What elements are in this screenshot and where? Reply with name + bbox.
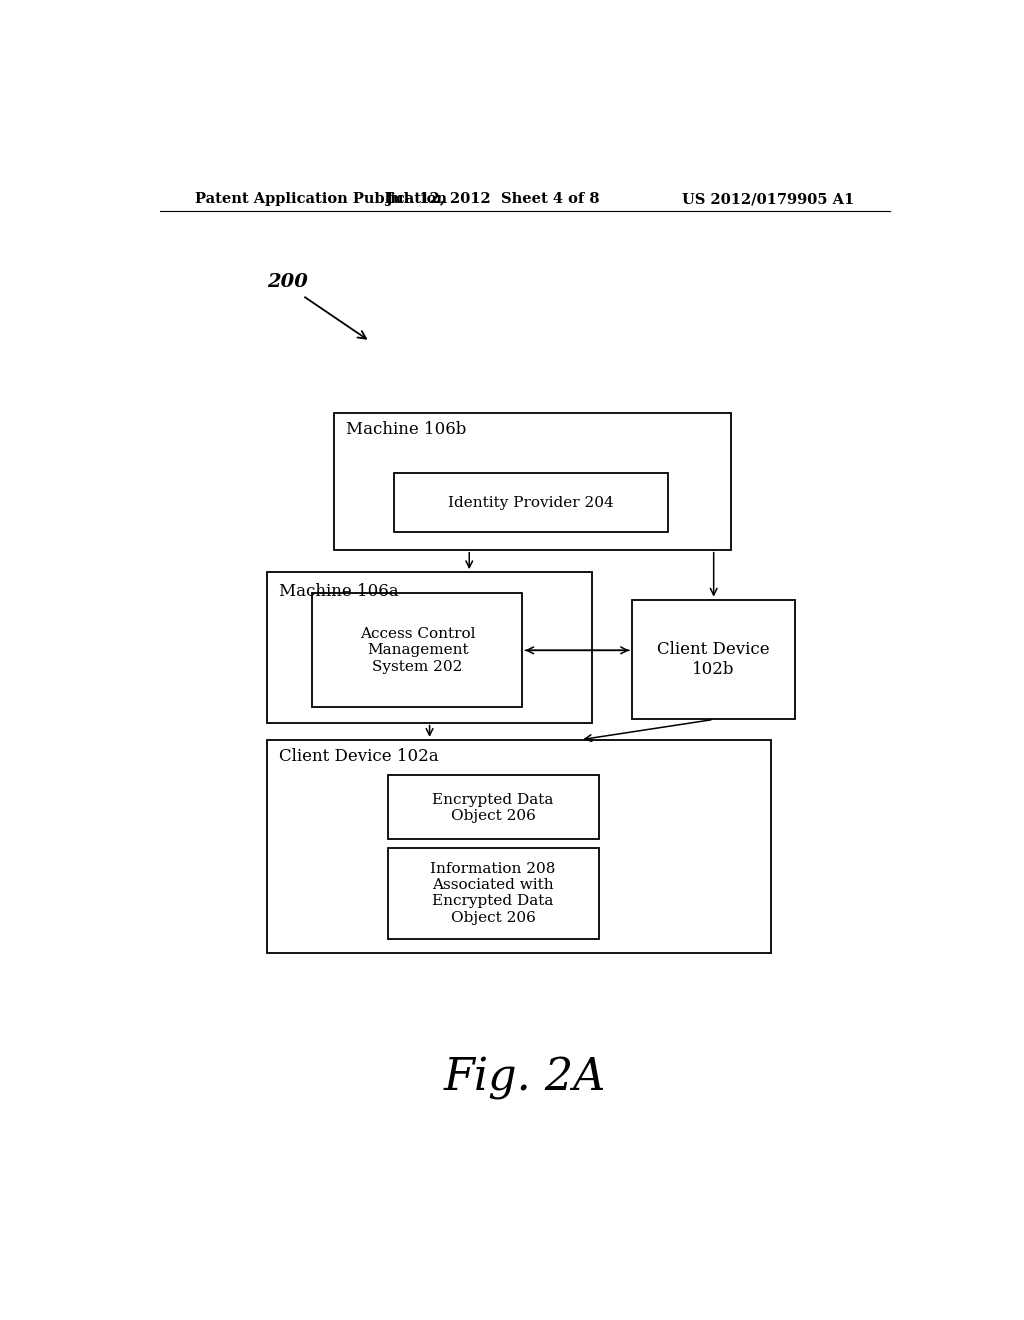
FancyBboxPatch shape [388,775,599,840]
Text: 200: 200 [267,273,308,292]
Text: Fig. 2A: Fig. 2A [443,1056,606,1100]
Text: Patent Application Publication: Patent Application Publication [196,191,447,206]
Text: Encrypted Data
Object 206: Encrypted Data Object 206 [432,793,554,822]
Text: US 2012/0179905 A1: US 2012/0179905 A1 [682,191,854,206]
FancyBboxPatch shape [267,739,771,953]
Text: Information 208
Associated with
Encrypted Data
Object 206: Information 208 Associated with Encrypte… [430,862,556,924]
FancyBboxPatch shape [632,599,795,719]
Text: Machine 106b: Machine 106b [346,421,467,438]
FancyBboxPatch shape [394,474,668,532]
Text: Jul. 12, 2012  Sheet 4 of 8: Jul. 12, 2012 Sheet 4 of 8 [386,191,600,206]
FancyBboxPatch shape [312,594,522,708]
Text: Machine 106a: Machine 106a [279,583,398,599]
FancyBboxPatch shape [388,847,599,939]
Text: Client Device
102b: Client Device 102b [657,642,770,677]
Text: Client Device 102a: Client Device 102a [279,747,438,764]
FancyBboxPatch shape [334,412,731,549]
Text: Access Control
Management
System 202: Access Control Management System 202 [359,627,475,673]
FancyBboxPatch shape [267,572,592,722]
Text: Identity Provider 204: Identity Provider 204 [449,496,614,510]
